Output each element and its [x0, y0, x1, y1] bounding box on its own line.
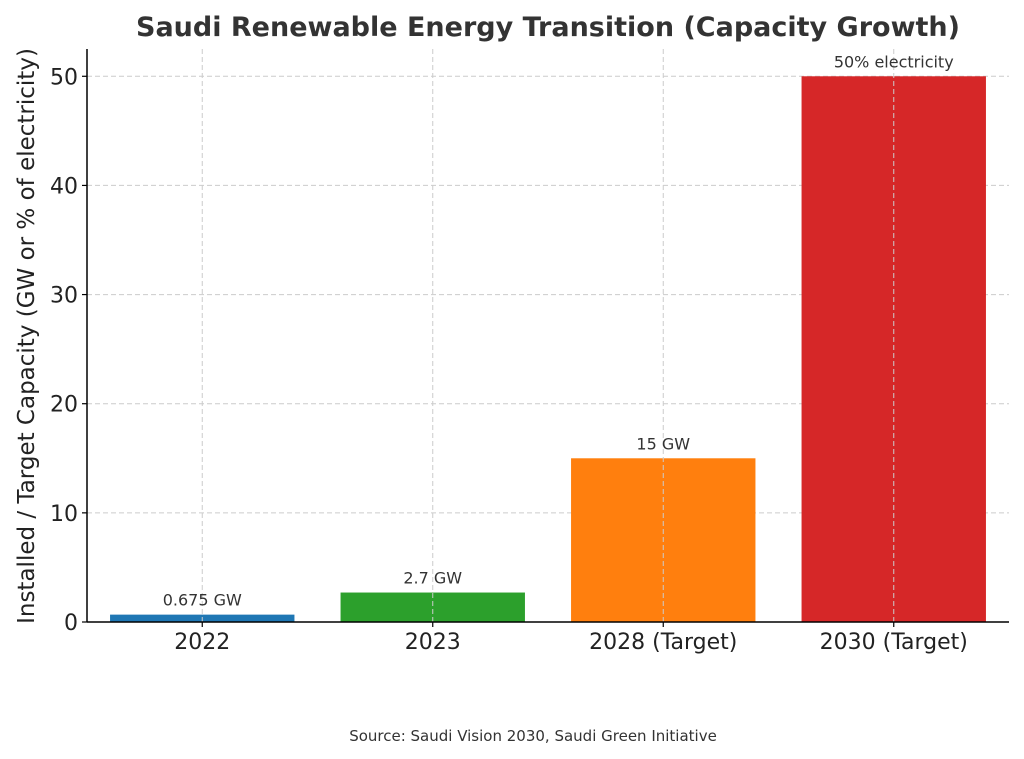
tick-labels: 0 10 20 30 40 50 2022 2023 2028 (Target) 2030 (Ta… — [50, 65, 968, 655]
x-tick-label: 2028 (Target) — [589, 630, 737, 655]
y-tick-label: 40 — [50, 174, 78, 199]
y-tick-label: 30 — [50, 284, 78, 309]
y-axis-label: Installed / Target Capacity (GW or % of … — [14, 48, 40, 624]
x-tick-label: 2030 (Target) — [820, 630, 968, 655]
source-note: Source: Saudi Vision 2030, Saudi Green I… — [349, 727, 717, 745]
axes — [82, 49, 1009, 627]
chart-title: Saudi Renewable Energy Transition (Capac… — [136, 12, 960, 43]
x-tick-label: 2022 — [174, 630, 230, 655]
data-label: 2.7 GW — [403, 569, 462, 588]
data-labels: 0.675 GW 2.7 GW 15 GW 50% electricity — [163, 52, 954, 609]
y-tick-label: 20 — [50, 393, 78, 418]
y-tick-label: 0 — [64, 611, 78, 636]
x-tick-label: 2023 — [405, 630, 461, 655]
y-tick-label: 50 — [50, 65, 78, 90]
y-tick-label: 10 — [50, 502, 78, 527]
data-label: 50% electricity — [834, 52, 954, 71]
bars — [110, 49, 986, 623]
data-label: 0.675 GW — [163, 591, 242, 610]
data-label: 15 GW — [636, 434, 690, 453]
